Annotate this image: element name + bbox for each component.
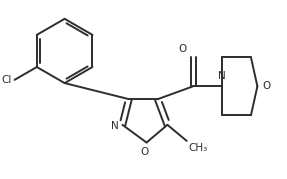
Text: N: N <box>111 121 119 131</box>
Text: CH₃: CH₃ <box>188 142 208 153</box>
Text: Cl: Cl <box>1 75 11 85</box>
Text: O: O <box>179 44 187 54</box>
Text: O: O <box>141 147 149 157</box>
Text: O: O <box>262 81 270 91</box>
Text: N: N <box>218 71 226 81</box>
